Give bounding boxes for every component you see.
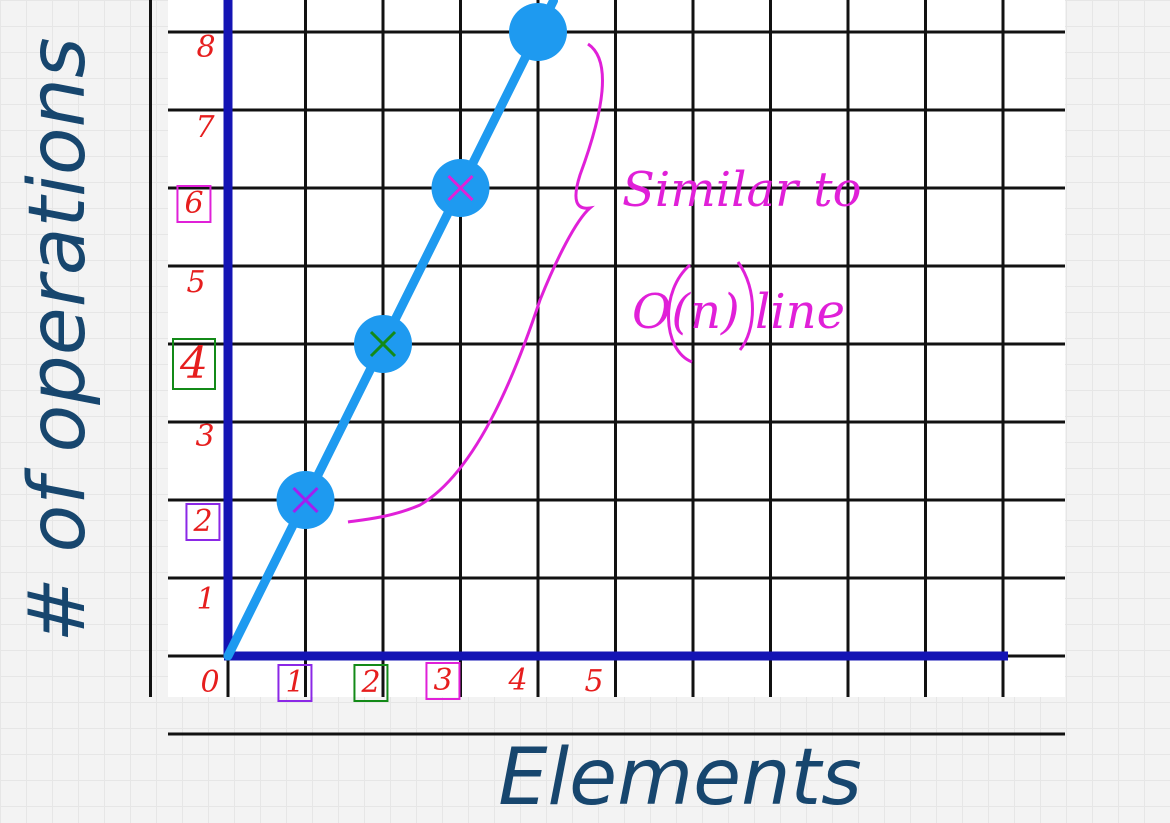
x-tick-4: 4	[508, 663, 528, 698]
data-point-x-mark	[369, 330, 397, 358]
y-tick-7: 7	[195, 110, 215, 145]
y-tick-3: 3	[195, 419, 215, 454]
annotation-brace	[347, 42, 604, 524]
x-tick-3: 3	[425, 662, 461, 700]
x-tick-2: 2	[353, 664, 389, 702]
annotation-paren-right	[736, 261, 754, 351]
x-tick-1: 1	[277, 664, 313, 702]
axes	[223, 0, 1008, 661]
x-tick-0: 0	[200, 665, 220, 700]
x-tick-5: 5	[584, 664, 604, 699]
x-axis-label: Elements	[498, 733, 862, 823]
annotation-paren-left	[667, 263, 693, 364]
y-tick-2: 2	[185, 503, 221, 541]
y-tick-6: 6	[176, 185, 212, 223]
points-layer	[276, 3, 567, 529]
y-tick-8: 8	[196, 30, 216, 65]
y-tick-4: 4	[172, 338, 216, 390]
data-point-x-mark	[447, 174, 474, 202]
data-point	[509, 3, 567, 61]
y-axis-label: # of operations	[13, 37, 103, 643]
annotation-line-2: O(n) line	[632, 284, 845, 340]
data-point-x-mark	[292, 486, 319, 514]
y-tick-1: 1	[196, 582, 216, 617]
annotation-line-1: Similar to	[622, 162, 862, 218]
y-tick-5: 5	[186, 265, 206, 300]
grid-lines	[149, 0, 1065, 736]
